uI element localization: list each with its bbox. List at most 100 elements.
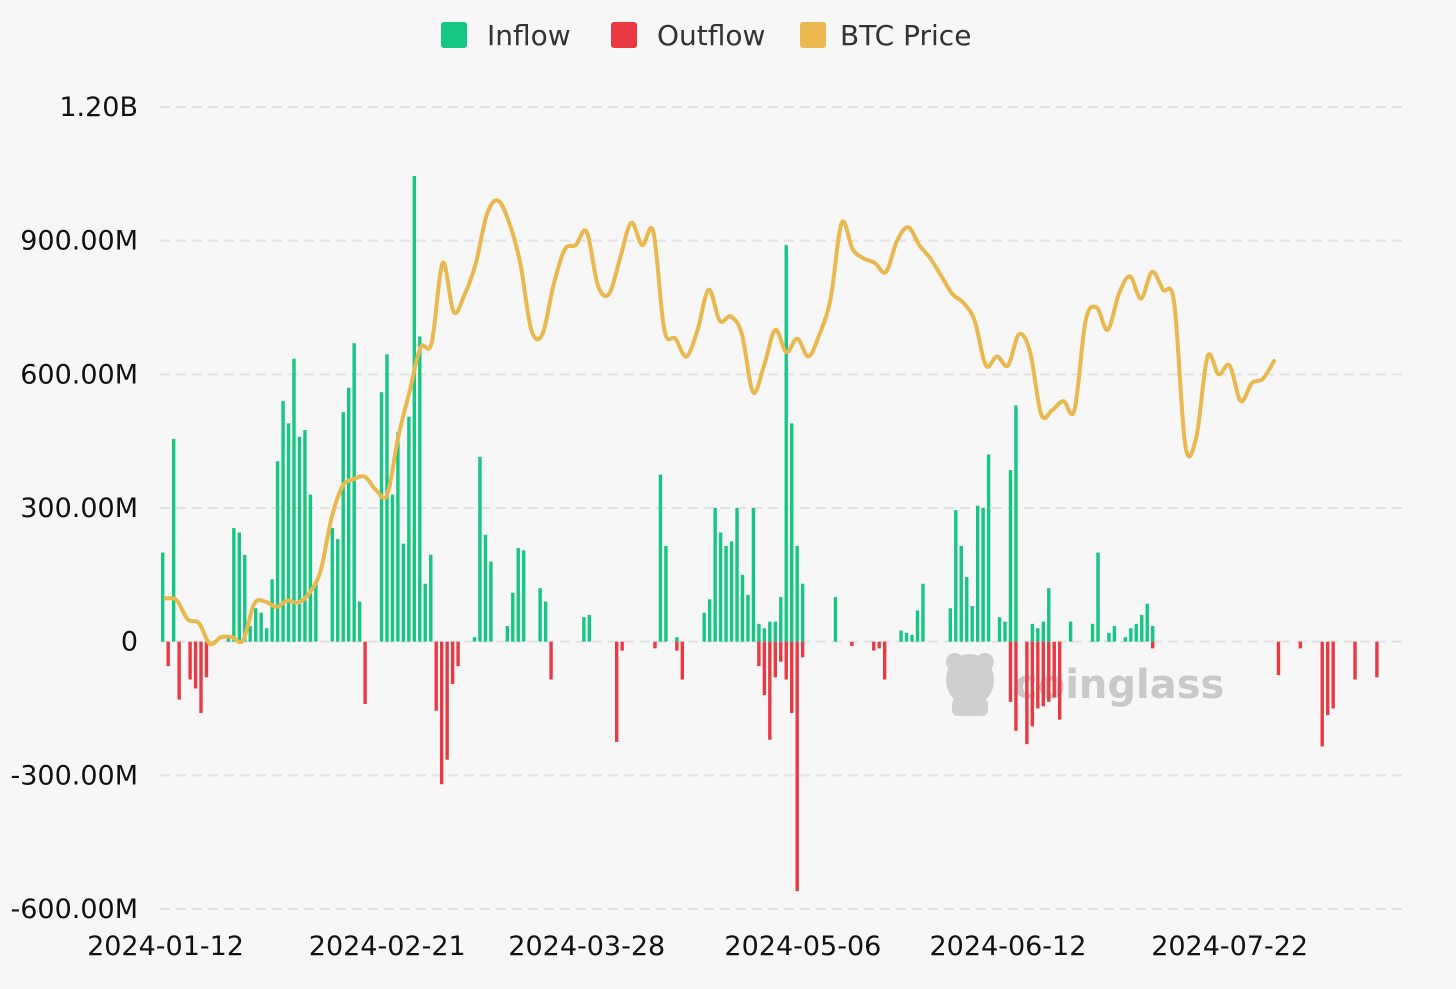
inflow-bar[interactable] [981,508,985,642]
inflow-bar[interactable] [582,617,586,642]
legend-label-inflow[interactable]: Inflow [487,19,571,52]
inflow-bar[interactable] [779,597,783,642]
outflow-bar[interactable] [1276,641,1281,676]
outflow-bar[interactable] [680,641,685,680]
inflow-bar[interactable] [729,541,734,642]
inflow-bar[interactable] [740,574,745,642]
inflow-bar[interactable] [1090,623,1095,642]
inflow-bar[interactable] [795,545,799,642]
outflow-bar[interactable] [1052,641,1056,698]
inflow-bar[interactable] [390,494,395,642]
inflow-bar[interactable] [286,423,291,642]
inflow-bar[interactable] [910,634,914,642]
inflow-bar[interactable] [379,392,384,642]
inflow-bar[interactable] [1047,588,1051,642]
outflow-bar[interactable] [800,641,805,658]
inflow-bar[interactable] [899,630,903,642]
inflow-bar[interactable] [472,637,477,642]
inflow-bar[interactable] [478,456,482,642]
inflow-bar[interactable] [412,176,417,642]
inflow-bar[interactable] [237,532,242,642]
inflow-bar[interactable] [248,626,252,642]
outflow-bar[interactable] [188,641,192,680]
outflow-bar[interactable] [1298,641,1303,649]
outflow-bar[interactable] [199,641,203,713]
outflow-bar[interactable] [1008,641,1013,702]
inflow-bar[interactable] [664,545,668,642]
outflow-bar[interactable] [1030,641,1035,727]
inflow-bar[interactable] [1107,632,1111,642]
outflow-bar[interactable] [768,641,772,740]
inflow-bar[interactable] [1030,623,1035,642]
inflow-bar[interactable] [254,608,258,642]
inflow-bar[interactable] [975,505,980,642]
inflow-bar[interactable] [1036,628,1040,642]
inflow-bar[interactable] [357,601,362,642]
inflow-bar[interactable] [921,583,925,642]
outflow-bar[interactable] [193,641,198,689]
inflow-bar[interactable] [270,579,274,642]
inflow-bar[interactable] [1129,628,1133,642]
inflow-bar[interactable] [171,438,176,642]
outflow-bar[interactable] [762,641,767,696]
outflow-bar[interactable] [882,641,887,680]
outflow-bar[interactable] [653,641,657,649]
inflow-bar[interactable] [915,610,920,642]
outflow-bar[interactable] [877,641,881,649]
inflow-bar[interactable] [751,508,756,642]
outflow-bar[interactable] [779,641,783,662]
inflow-bar[interactable] [1150,626,1155,642]
legend-swatch-btc-price[interactable] [800,22,826,48]
inflow-bar[interactable] [352,343,356,642]
outflow-bar[interactable] [1320,641,1324,747]
inflow-bar[interactable] [1134,623,1138,642]
outflow-bar[interactable] [795,641,799,892]
inflow-bar[interactable] [718,532,723,642]
inflow-bar[interactable] [757,623,761,642]
inflow-bar[interactable] [161,552,165,642]
outflow-bar[interactable] [363,641,367,705]
inflow-bar[interactable] [281,401,285,642]
inflow-bar[interactable] [292,358,296,642]
inflow-bar[interactable] [970,606,974,642]
inflow-bar[interactable] [543,601,548,642]
inflow-bar[interactable] [746,594,750,642]
outflow-bar[interactable] [1353,641,1357,680]
inflow-bar[interactable] [538,588,542,642]
inflow-bar[interactable] [1145,603,1149,642]
outflow-bar[interactable] [456,641,460,667]
inflow-bar[interactable] [1041,621,1045,642]
inflow-bar[interactable] [489,561,493,642]
inflow-bar[interactable] [407,416,411,642]
inflow-bar[interactable] [483,534,488,642]
inflow-bar[interactable] [511,592,515,642]
inflow-bar[interactable] [336,539,340,642]
inflow-bar[interactable] [1008,470,1013,642]
legend-label-btc-price[interactable]: BTC Price [840,19,971,52]
outflow-bar[interactable] [614,641,619,742]
outflow-bar[interactable] [1025,641,1029,745]
inflow-bar[interactable] [423,583,427,642]
inflow-bar[interactable] [724,545,728,642]
inflow-bar[interactable] [713,508,717,642]
inflow-bar[interactable] [275,461,280,642]
outflow-bar[interactable] [1047,641,1051,702]
inflow-bar[interactable] [346,387,351,642]
inflow-bar[interactable] [904,632,909,642]
outflow-bar[interactable] [434,641,438,711]
outflow-bar[interactable] [1036,641,1040,709]
outflow-bar[interactable] [177,641,181,700]
inflow-bar[interactable] [259,612,263,642]
inflow-bar[interactable] [735,508,739,642]
inflow-bar[interactable] [773,621,777,642]
outflow-bar[interactable] [1325,641,1330,716]
inflow-bar[interactable] [264,628,269,642]
inflow-bar[interactable] [965,577,969,642]
legend-swatch-outflow[interactable] [611,22,637,48]
outflow-bar[interactable] [445,641,449,760]
inflow-bar[interactable] [986,454,991,642]
outflow-bar[interactable] [1331,641,1335,709]
outflow-bar[interactable] [549,641,553,680]
inflow-bar[interactable] [297,436,302,642]
outflow-bar[interactable] [675,641,679,651]
